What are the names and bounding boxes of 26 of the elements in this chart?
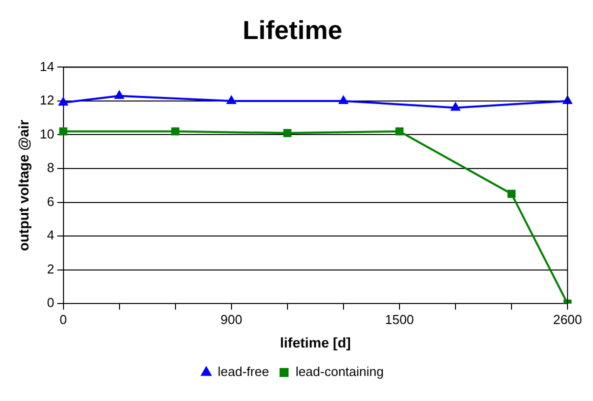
legend-label: lead-containing <box>296 364 384 380</box>
y-tick-label: 4 <box>47 228 54 243</box>
point <box>171 127 180 136</box>
y-tick-label: 0 <box>47 295 54 310</box>
x-tick-label: 2600 <box>553 312 582 327</box>
point <box>395 127 404 136</box>
point <box>338 95 348 104</box>
point <box>450 102 460 111</box>
y-tick-label: 8 <box>47 160 54 176</box>
y-tick-label: 12 <box>40 92 54 108</box>
y-axis-title: output voltage @air <box>15 119 32 251</box>
point <box>114 90 124 99</box>
x-tick-label: 900 <box>220 312 242 327</box>
x-tick-label: 0 <box>60 312 67 327</box>
point <box>59 127 68 136</box>
chart-title: Lifetime <box>242 14 342 45</box>
y-tick-label: 14 <box>40 58 54 74</box>
legend-label: lead-free <box>218 364 270 380</box>
y-tick-label: 6 <box>47 194 54 209</box>
x-tick-label: 1500 <box>384 312 414 327</box>
y-tick-label: 2 <box>47 261 54 276</box>
x-axis-title: lifetime [d] <box>280 334 351 350</box>
point <box>507 190 516 198</box>
point <box>283 129 292 138</box>
point <box>226 95 236 104</box>
y-tick-label: 10 <box>40 126 54 142</box>
